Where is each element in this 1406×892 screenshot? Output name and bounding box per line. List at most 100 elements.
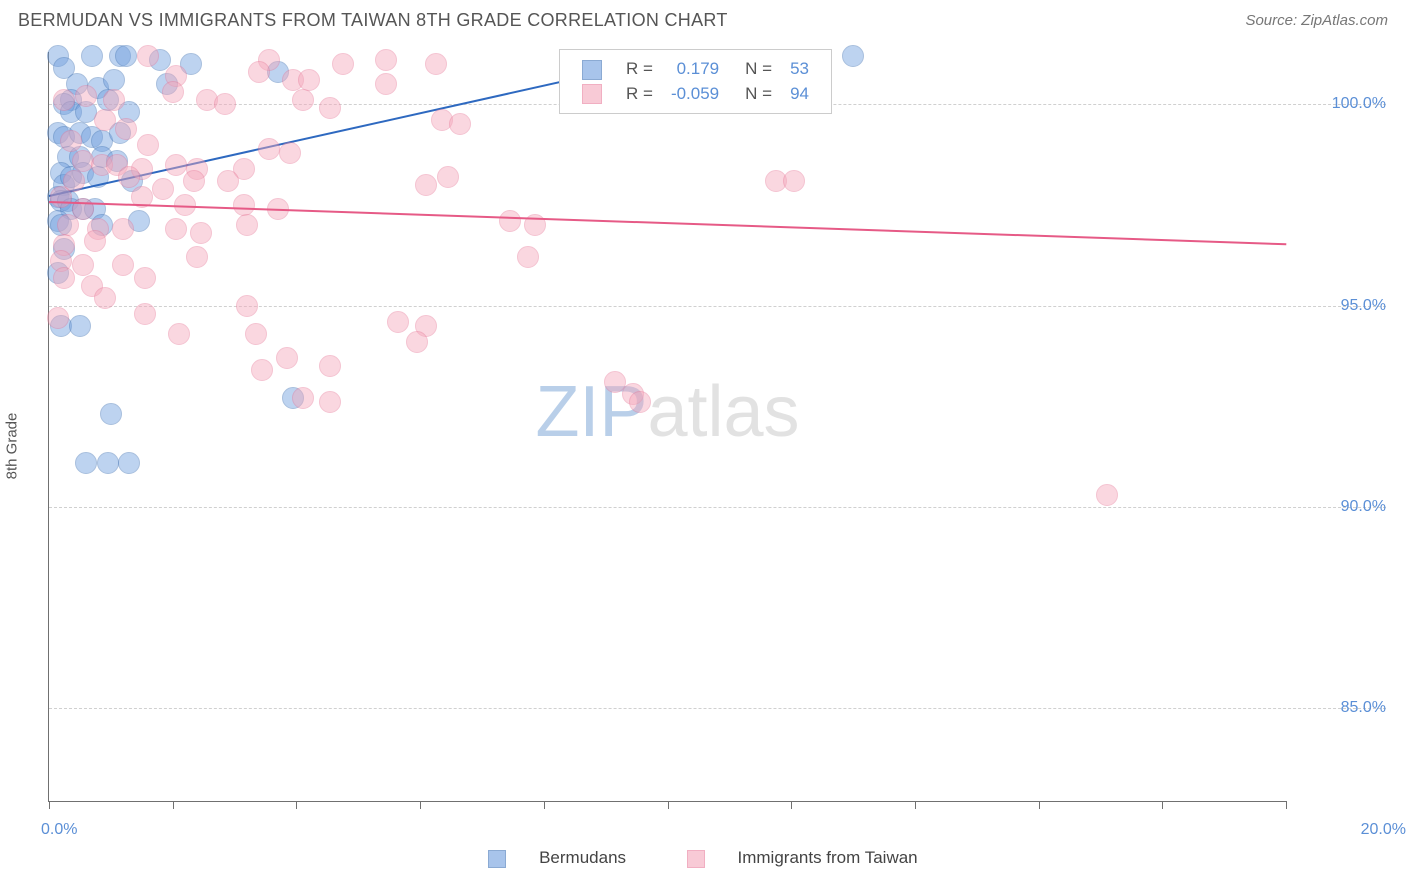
x-tick xyxy=(1039,801,1040,809)
data-point xyxy=(292,89,314,111)
x-tick xyxy=(49,801,50,809)
y-tick-label: 100.0% xyxy=(1296,95,1386,113)
data-point xyxy=(112,254,134,276)
x-tick xyxy=(296,801,297,809)
data-point xyxy=(134,303,156,325)
data-point xyxy=(75,452,97,474)
data-point xyxy=(214,93,236,115)
data-point xyxy=(134,267,156,289)
x-tick xyxy=(915,801,916,809)
data-point xyxy=(72,254,94,276)
data-point xyxy=(406,331,428,353)
data-point xyxy=(47,307,69,329)
data-point xyxy=(629,391,651,413)
x-tick xyxy=(791,801,792,809)
y-tick-label: 90.0% xyxy=(1296,498,1386,516)
data-point xyxy=(190,222,212,244)
x-tick-start-label: 0.0% xyxy=(41,821,77,839)
x-tick xyxy=(1286,801,1287,809)
data-point xyxy=(118,452,140,474)
regression-line xyxy=(49,201,1286,245)
data-point xyxy=(50,186,72,208)
data-point xyxy=(94,287,116,309)
legend-item-taiwan: Immigrants from Taiwan xyxy=(673,848,932,867)
data-point xyxy=(137,134,159,156)
data-point xyxy=(183,170,205,192)
data-point xyxy=(319,355,341,377)
data-point xyxy=(112,218,134,240)
source-attribution: Source: ZipAtlas.com xyxy=(1245,12,1388,29)
data-point xyxy=(279,142,301,164)
data-point xyxy=(84,230,106,252)
data-point xyxy=(1096,484,1118,506)
x-tick xyxy=(173,801,174,809)
data-point xyxy=(137,45,159,67)
data-point xyxy=(165,218,187,240)
data-point xyxy=(57,214,79,236)
data-point xyxy=(437,166,459,188)
data-point xyxy=(168,323,190,345)
watermark-atlas: atlas xyxy=(647,372,799,452)
data-point xyxy=(233,194,255,216)
legend-item-bermudans: Bermudans xyxy=(474,848,644,867)
data-point xyxy=(292,387,314,409)
data-point xyxy=(94,109,116,131)
data-point xyxy=(298,69,320,91)
data-point xyxy=(449,113,471,135)
bottom-legend: Bermudans Immigrants from Taiwan xyxy=(0,848,1406,868)
data-point xyxy=(258,138,280,160)
x-tick xyxy=(668,801,669,809)
data-point xyxy=(236,295,258,317)
data-point xyxy=(100,403,122,425)
data-point xyxy=(245,323,267,345)
data-point xyxy=(118,166,140,188)
data-point xyxy=(81,45,103,67)
legend-label-1: Bermudans xyxy=(539,848,626,867)
data-point xyxy=(152,178,174,200)
data-point xyxy=(499,210,521,232)
data-point xyxy=(69,315,91,337)
data-point xyxy=(319,391,341,413)
y-tick-label: 95.0% xyxy=(1296,297,1386,315)
data-point xyxy=(387,311,409,333)
x-tick-end-label: 20.0% xyxy=(1361,821,1406,839)
data-point xyxy=(276,347,298,369)
gridline xyxy=(49,708,1386,709)
data-point xyxy=(375,73,397,95)
y-tick-label: 85.0% xyxy=(1296,699,1386,717)
data-point xyxy=(332,53,354,75)
data-point xyxy=(53,267,75,289)
data-point xyxy=(115,118,137,140)
data-point xyxy=(162,81,184,103)
legend-label-2: Immigrants from Taiwan xyxy=(738,848,918,867)
watermark: ZIPatlas xyxy=(535,371,799,453)
data-point xyxy=(319,97,341,119)
data-point xyxy=(75,85,97,107)
data-point xyxy=(186,246,208,268)
data-point xyxy=(783,170,805,192)
data-point xyxy=(165,154,187,176)
data-point xyxy=(517,246,539,268)
legend-swatch-1 xyxy=(488,850,506,868)
x-tick xyxy=(420,801,421,809)
y-axis-label: 8th Grade xyxy=(4,413,21,480)
x-tick xyxy=(1162,801,1163,809)
data-point xyxy=(236,214,258,236)
data-point xyxy=(60,130,82,152)
data-point xyxy=(251,359,273,381)
data-point xyxy=(415,174,437,196)
chart-title: BERMUDAN VS IMMIGRANTS FROM TAIWAN 8TH G… xyxy=(18,10,728,31)
data-point xyxy=(103,69,125,91)
data-point xyxy=(115,45,137,67)
data-point xyxy=(97,452,119,474)
legend-swatch-2 xyxy=(687,850,705,868)
stats-box: R =0.179N =53R =-0.059N =94 xyxy=(559,49,832,114)
data-point xyxy=(248,61,270,83)
data-point xyxy=(217,170,239,192)
gridline xyxy=(49,507,1386,508)
data-point xyxy=(53,89,75,111)
x-tick xyxy=(544,801,545,809)
scatter-chart: ZIPatlas 100.0%95.0%90.0%85.0%0.0%20.0%R… xyxy=(48,52,1286,802)
data-point xyxy=(375,49,397,71)
data-point xyxy=(842,45,864,67)
